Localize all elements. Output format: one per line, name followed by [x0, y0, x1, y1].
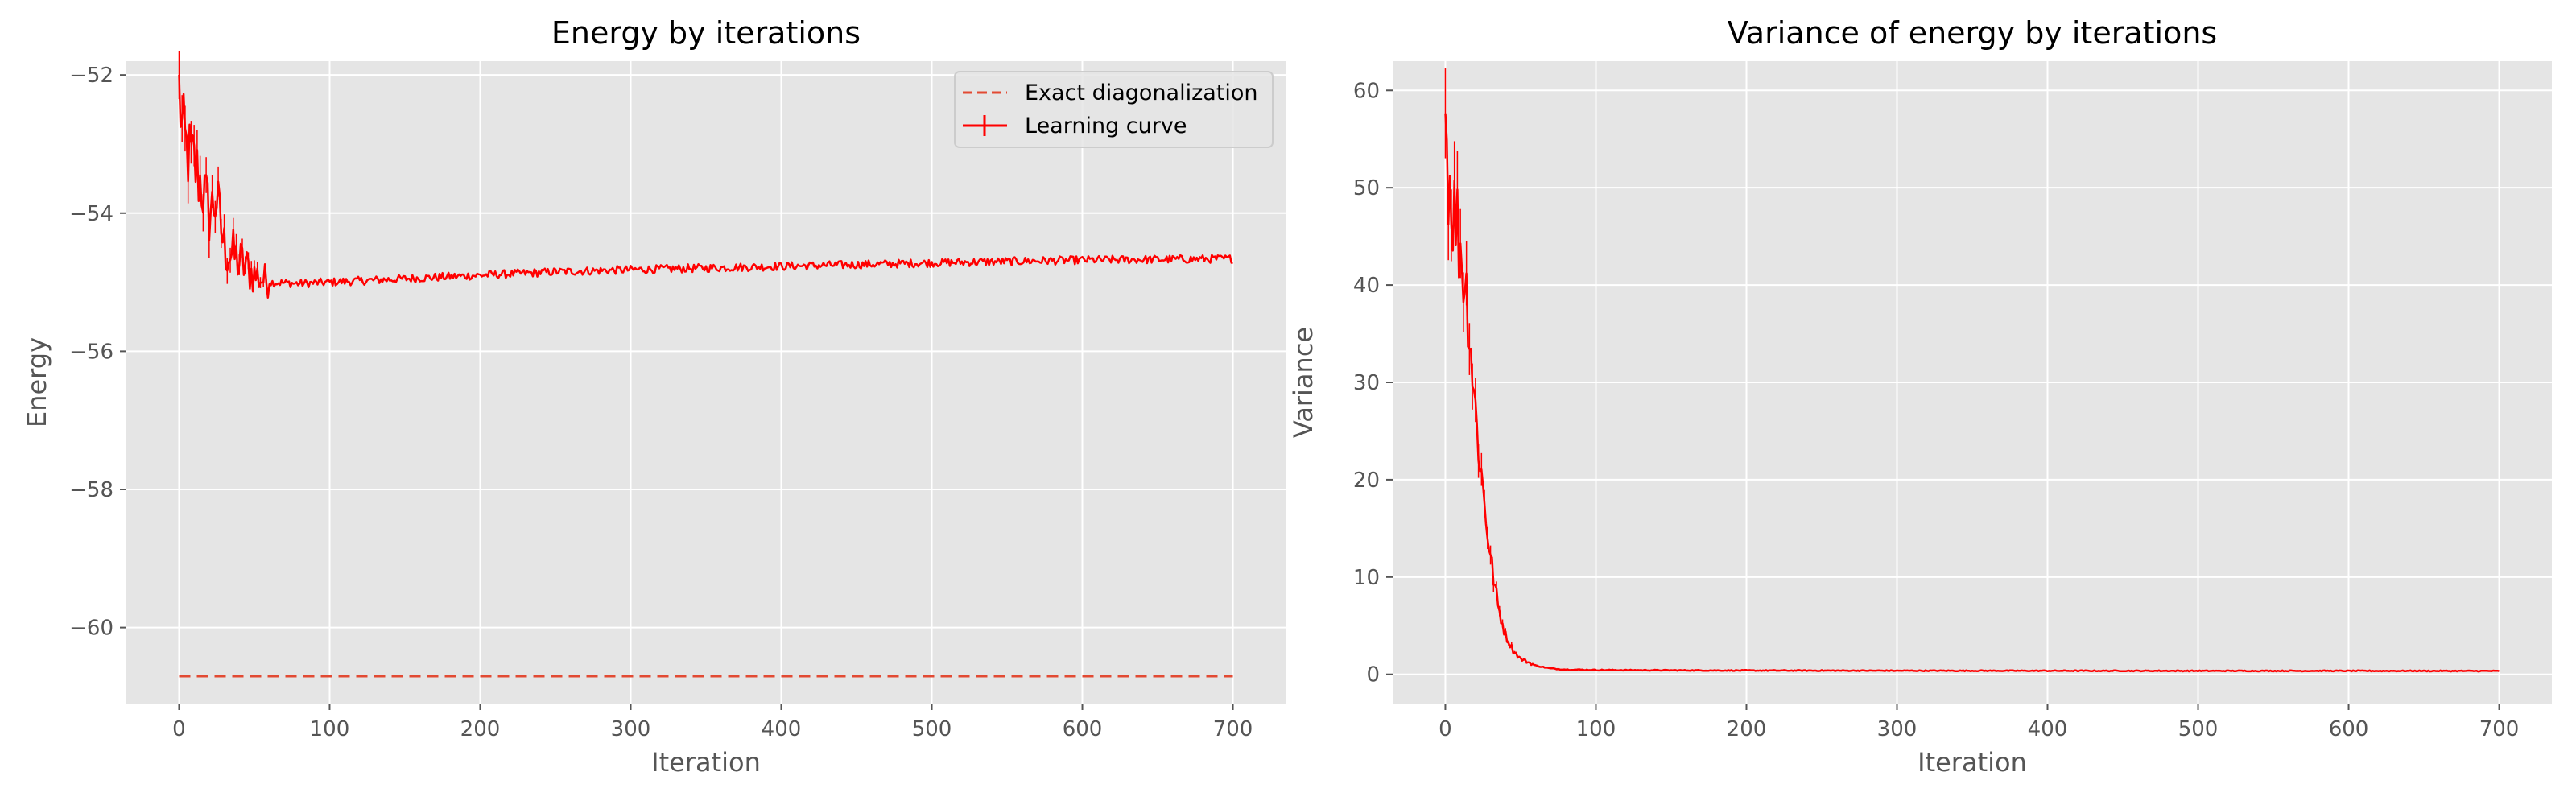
x-tick-label: 700 [1213, 717, 1253, 741]
energy-chart: 0 100 200 300 400 500 600 700 −60 −58 −56 −54 −52 En… [22, 15, 1286, 778]
x-tick-label: 100 [310, 717, 350, 741]
variance-chart: 0 100 200 300 400 500 600 700 0 10 20 30 40 50 60 Vari… [1288, 15, 2552, 778]
x-tick-label: 300 [611, 717, 651, 741]
x-tick-label: 200 [1727, 717, 1767, 741]
x-tick-label: 0 [172, 717, 186, 741]
x-tick-label: 200 [460, 717, 501, 741]
x-tick-label: 700 [2479, 717, 2520, 741]
energy-chart-title: Energy by iterations [551, 15, 861, 51]
energy-x-axis-label: Iteration [651, 747, 761, 778]
x-tick-label: 300 [1877, 717, 1918, 741]
variance-chart-title: Variance of energy by iterations [1728, 15, 2217, 51]
legend-label-exact: Exact diagonalization [1025, 80, 1258, 105]
x-tick-label: 600 [1063, 717, 1103, 741]
y-tick-label: 30 [1353, 371, 1380, 395]
y-tick-label: −58 [69, 478, 114, 502]
y-tick-label: −60 [69, 617, 114, 641]
energy-legend: Exact diagonalization Learning curve [955, 72, 1273, 147]
y-tick-label: 0 [1366, 663, 1380, 687]
x-tick-label: 400 [2028, 717, 2068, 741]
variance-y-axis-label: Variance [1288, 327, 1319, 438]
x-tick-label: 500 [2178, 717, 2219, 741]
x-tick-label: 500 [912, 717, 952, 741]
y-tick-label: 20 [1353, 468, 1380, 493]
energy-y-axis-label: Energy [22, 337, 52, 427]
y-tick-label: 60 [1353, 79, 1380, 103]
x-tick-label: 400 [762, 717, 802, 741]
y-tick-label: −52 [69, 64, 114, 88]
y-tick-label: 10 [1353, 566, 1380, 590]
y-tick-label: −56 [69, 340, 114, 364]
x-tick-label: 100 [1576, 717, 1616, 741]
x-tick-label: 600 [2329, 717, 2369, 741]
x-tick-label: 0 [1439, 717, 1452, 741]
energy-plot-area [126, 61, 1286, 704]
y-tick-label: 50 [1353, 176, 1380, 200]
y-tick-label: −54 [69, 202, 114, 226]
variance-x-axis-label: Iteration [1918, 747, 2027, 778]
y-tick-label: 40 [1353, 274, 1380, 298]
legend-label-learning: Learning curve [1025, 114, 1187, 138]
